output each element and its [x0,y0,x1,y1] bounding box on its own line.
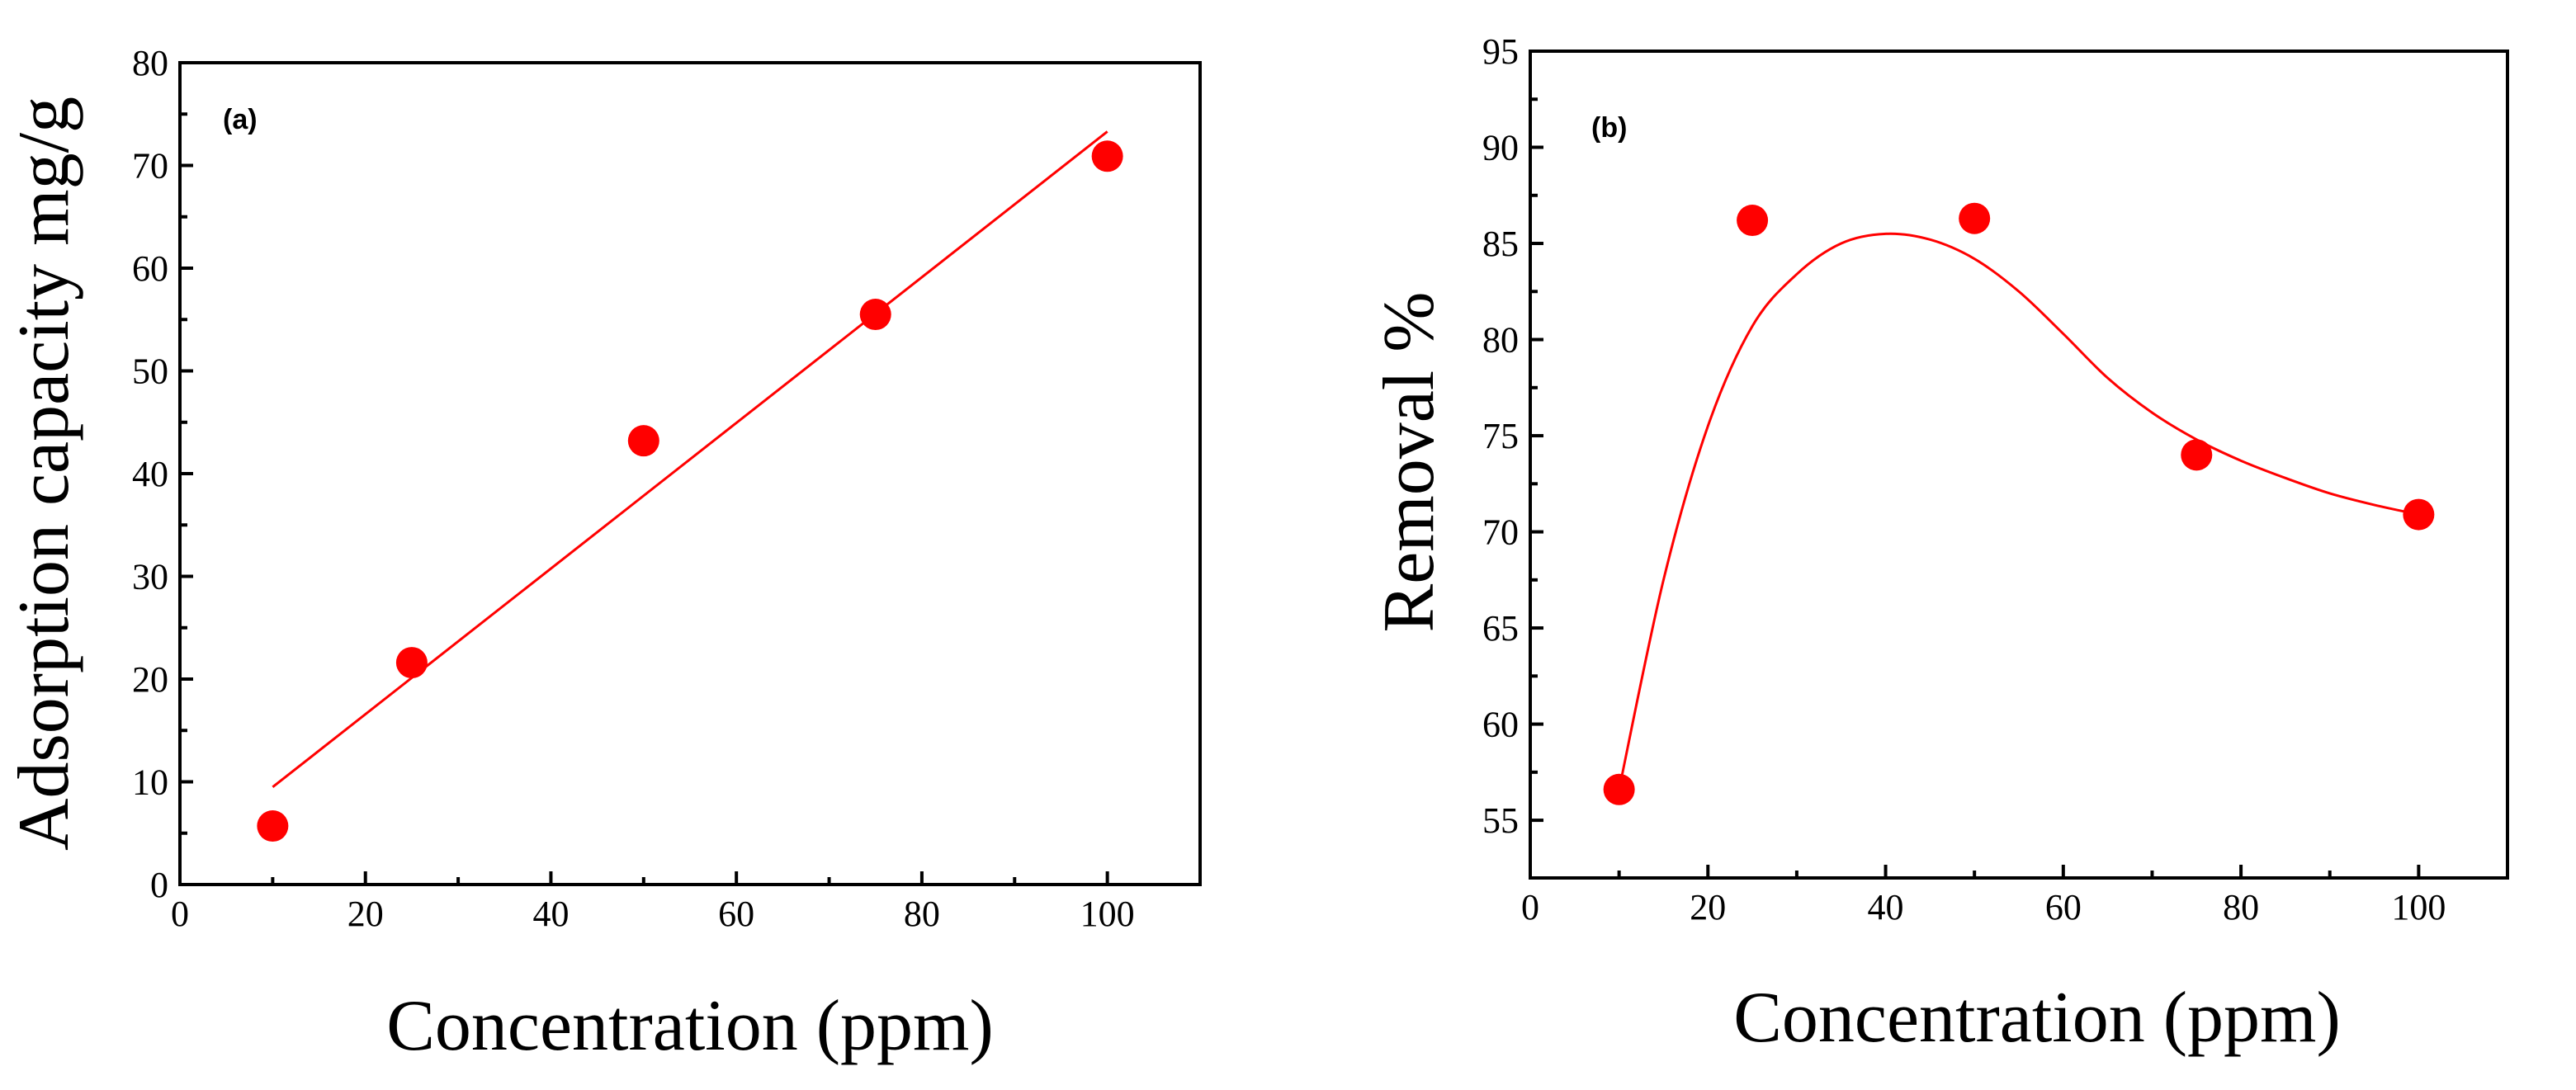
panel-b-data-point [2403,498,2435,531]
panel-a-data-point [1091,140,1123,172]
panel-b-y-tick-label: 80 [1482,320,1519,361]
panel-b-y-tick-label: 85 [1482,224,1519,264]
panel-a-data-point [395,647,428,679]
panel-a-y-tick-label: 0 [150,865,168,905]
panel-b-y-tick-label: 90 [1482,128,1519,168]
panel-b-data-points [1603,202,2435,805]
panel-b-y-axis-label: Removal % [1369,291,1449,632]
panel-a-x-tick-label: 80 [904,894,940,934]
panel-a-y-tick-label: 80 [132,43,168,83]
panel-a-y-tick-label: 60 [132,248,168,289]
panel-b-x-tick-label: 80 [2223,887,2259,927]
panel-a-data-point [627,425,659,457]
panel-b-data-point [2181,439,2213,471]
panel-a-x-tick-label: 0 [171,894,189,934]
panel-b-x-tick-label: 40 [1868,887,1904,927]
panel-a-y-tick-label: 70 [132,146,168,186]
panel-b-x-tick-label: 0 [1521,887,1539,927]
panel-a-y-tick-label: 20 [132,659,168,700]
panel-a-x-tick-label: 60 [718,894,754,934]
panel-a-y-tick-label: 10 [132,762,168,803]
panel-b-x-tick-label: 60 [2045,887,2082,927]
panel-a-label: (a) [223,104,258,135]
panel-b-x-tick-label: 20 [1690,887,1726,927]
panel-a-fit-line-group [272,130,1108,789]
panel-b-data-point [1603,773,1635,805]
panel-a-x-tick-label: 40 [532,894,569,934]
panel-a-plot-frame [178,61,1202,886]
panel-b-ticks: 0 20 40 60 80 100 55 60 65 70 75 80 85 90 95 [1482,31,2446,927]
panel-a-y-tick-label: 40 [132,454,168,494]
panel-b-label: (b) [1591,112,1627,144]
panel-b-plot-frame [1529,50,2509,880]
panel-b-fit-line [1618,232,2419,790]
panel-a-data-point [859,299,891,331]
panel-b-y-tick-label: 55 [1482,800,1519,841]
panel-a-y-axis-label: Adsorption capacity mg/g [4,97,84,851]
panel-a-adsorption-capacity: 0 20 40 60 80 100 0 10 20 30 40 50 60 70 80 (a) Concen… [4,43,1202,1066]
panel-b-y-tick-label: 60 [1482,705,1519,745]
panel-b-fit-line-group [1618,232,2419,790]
panel-a-y-tick-label: 50 [132,352,168,392]
panel-a-y-tick-label: 30 [132,557,168,597]
panel-a-data-points [257,140,1123,842]
panel-b-y-tick-label: 95 [1482,31,1519,72]
panel-b-removal-percentage: 0 20 40 60 80 100 55 60 65 70 75 80 85 90 95 (b) Conce… [1369,31,2509,1058]
panel-b-x-axis-label: Concentration (ppm) [1733,978,2341,1058]
panel-b-x-tick-label: 100 [2391,887,2446,927]
panel-a-fit-line [272,130,1108,789]
panel-a-x-axis-label: Concentration (ppm) [386,986,994,1066]
panel-b-y-tick-label: 75 [1482,416,1519,456]
panel-a-ticks: 0 20 40 60 80 100 0 10 20 30 40 50 60 70 80 [132,43,1135,934]
panel-a-data-point [257,810,289,842]
panel-b-data-point [1737,205,1769,237]
panel-b-data-point [1959,202,1991,234]
panel-a-x-tick-label: 100 [1080,894,1135,934]
panel-b-y-tick-label: 65 [1482,608,1519,649]
panel-b-y-tick-label: 70 [1482,512,1519,553]
panel-a-x-tick-label: 20 [347,894,384,934]
